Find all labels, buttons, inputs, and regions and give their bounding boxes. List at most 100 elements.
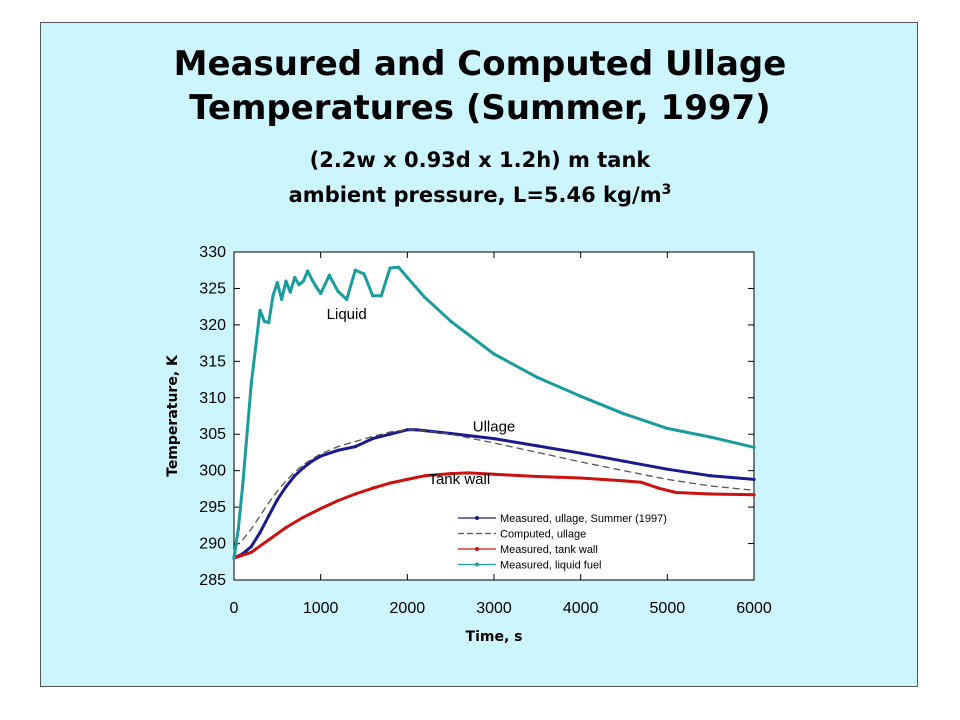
- legend-marker: [475, 516, 479, 520]
- series-point-0: [388, 432, 392, 436]
- series-point-0: [258, 531, 262, 535]
- series-point-0: [371, 436, 375, 441]
- series-point-0: [665, 467, 669, 471]
- series-point-0: [267, 514, 271, 518]
- title-line-1: Measured and Computed Ullage: [173, 44, 787, 84]
- series-point-0: [535, 444, 539, 448]
- series-point-0: [405, 428, 409, 432]
- series-point-3: [288, 290, 292, 294]
- series-point-3: [232, 556, 236, 560]
- series-point-3: [449, 319, 453, 323]
- series-point-0: [492, 436, 496, 441]
- series-point-3: [297, 283, 301, 287]
- series-point-2: [353, 492, 357, 496]
- series-point-2: [267, 538, 271, 542]
- y-tick-label: 300: [199, 463, 226, 480]
- series-point-0: [579, 451, 583, 455]
- series-point-3: [275, 281, 279, 285]
- series-point-3: [314, 285, 318, 289]
- series-point-0: [275, 498, 279, 502]
- series-point-2: [466, 471, 470, 475]
- series-point-3: [267, 321, 271, 325]
- series-point-3: [301, 279, 305, 283]
- x-tick-label: 4000: [563, 600, 599, 617]
- legend: Measured, ullage, Summer (1997) Computed,…: [458, 513, 667, 572]
- series-point-2: [752, 493, 756, 497]
- x-tick-label: 0: [230, 600, 239, 617]
- series-point-2: [535, 474, 539, 479]
- y-tick-label: 325: [199, 280, 226, 297]
- series-point-2: [492, 472, 496, 476]
- legend-label: Measured, tank wall: [500, 544, 598, 556]
- series-point-2: [657, 486, 661, 490]
- subtitle-line-1: (2.2w x 0.93d x 1.2h) m tank: [309, 148, 651, 172]
- series-point-3: [353, 268, 357, 272]
- axes: 285 290 295 300 305 310 315 320 325 330 0 1000 2000 3…: [199, 244, 772, 617]
- series-point-2: [423, 474, 427, 478]
- series-point-3: [310, 278, 314, 282]
- legend-label: Measured, ullage, Summer (1997): [500, 513, 667, 525]
- series-point-2: [371, 486, 375, 490]
- series-layer: [232, 265, 756, 560]
- series-point-2: [405, 477, 409, 482]
- series-point-3: [492, 352, 496, 356]
- series-line-1: [233, 429, 755, 548]
- series-point-3: [258, 308, 262, 312]
- subtitle-line-2-superscript: 3: [661, 182, 672, 198]
- series-point-0: [709, 474, 713, 478]
- annotation-label: Liquid: [327, 306, 367, 323]
- legend-marker: [475, 547, 479, 551]
- series-point-3: [397, 265, 401, 269]
- subtitle-line-2: ambient pressure, L=5.46 kg/m3: [0, 182, 960, 207]
- series-point-3: [345, 297, 349, 301]
- series-point-3: [319, 291, 323, 296]
- x-tick-label: 2000: [390, 600, 426, 617]
- legend-label: Measured, liquid fuel: [500, 560, 602, 572]
- annotation-label: Tank wall: [428, 471, 490, 488]
- series-point-3: [388, 266, 392, 270]
- series-line-3: [232, 265, 755, 559]
- title-line-2: Temperatures (Summer, 1997): [189, 88, 771, 128]
- series-point-2: [388, 481, 392, 485]
- series-point-2: [249, 550, 253, 554]
- series-point-2: [449, 471, 453, 476]
- series-point-3: [293, 275, 297, 280]
- series-point-2: [639, 480, 643, 484]
- series-point-3: [271, 294, 275, 298]
- series-point-2: [336, 498, 340, 503]
- series-point-3: [709, 435, 713, 439]
- series-point-0: [310, 459, 314, 463]
- series-point-2: [284, 525, 288, 530]
- series-point-3: [752, 445, 756, 449]
- series-point-0: [622, 459, 626, 463]
- series-point-2: [301, 515, 305, 519]
- series-line-0: [233, 428, 755, 560]
- series-point-0: [293, 474, 297, 478]
- y-tick-label: 295: [199, 499, 226, 516]
- series-point-3: [336, 289, 340, 293]
- series-point-3: [371, 294, 375, 298]
- x-tick-label: 3000: [476, 600, 512, 617]
- series-point-3: [535, 375, 539, 379]
- series-point-2: [674, 490, 678, 495]
- series-point-3: [249, 381, 253, 385]
- y-tick-label: 310: [199, 390, 226, 407]
- series-point-0: [249, 544, 253, 549]
- series-point-3: [327, 273, 331, 277]
- plot-area: [233, 251, 755, 581]
- annotation-label: Ullage: [473, 418, 516, 435]
- series-point-3: [379, 294, 383, 298]
- legend-marker: [475, 562, 479, 567]
- x-tick-label: 5000: [650, 600, 686, 617]
- y-tick-label: 330: [199, 244, 226, 261]
- series-point-3: [241, 483, 245, 487]
- y-tick-label: 305: [199, 426, 226, 443]
- series-point-3: [236, 527, 240, 531]
- x-tick-label: 6000: [736, 600, 772, 617]
- series-point-3: [423, 295, 427, 299]
- y-axis-label: Temperature, K: [165, 354, 181, 477]
- y-tick-label: 320: [199, 317, 226, 334]
- series-point-2: [579, 476, 583, 480]
- series-point-0: [353, 445, 357, 449]
